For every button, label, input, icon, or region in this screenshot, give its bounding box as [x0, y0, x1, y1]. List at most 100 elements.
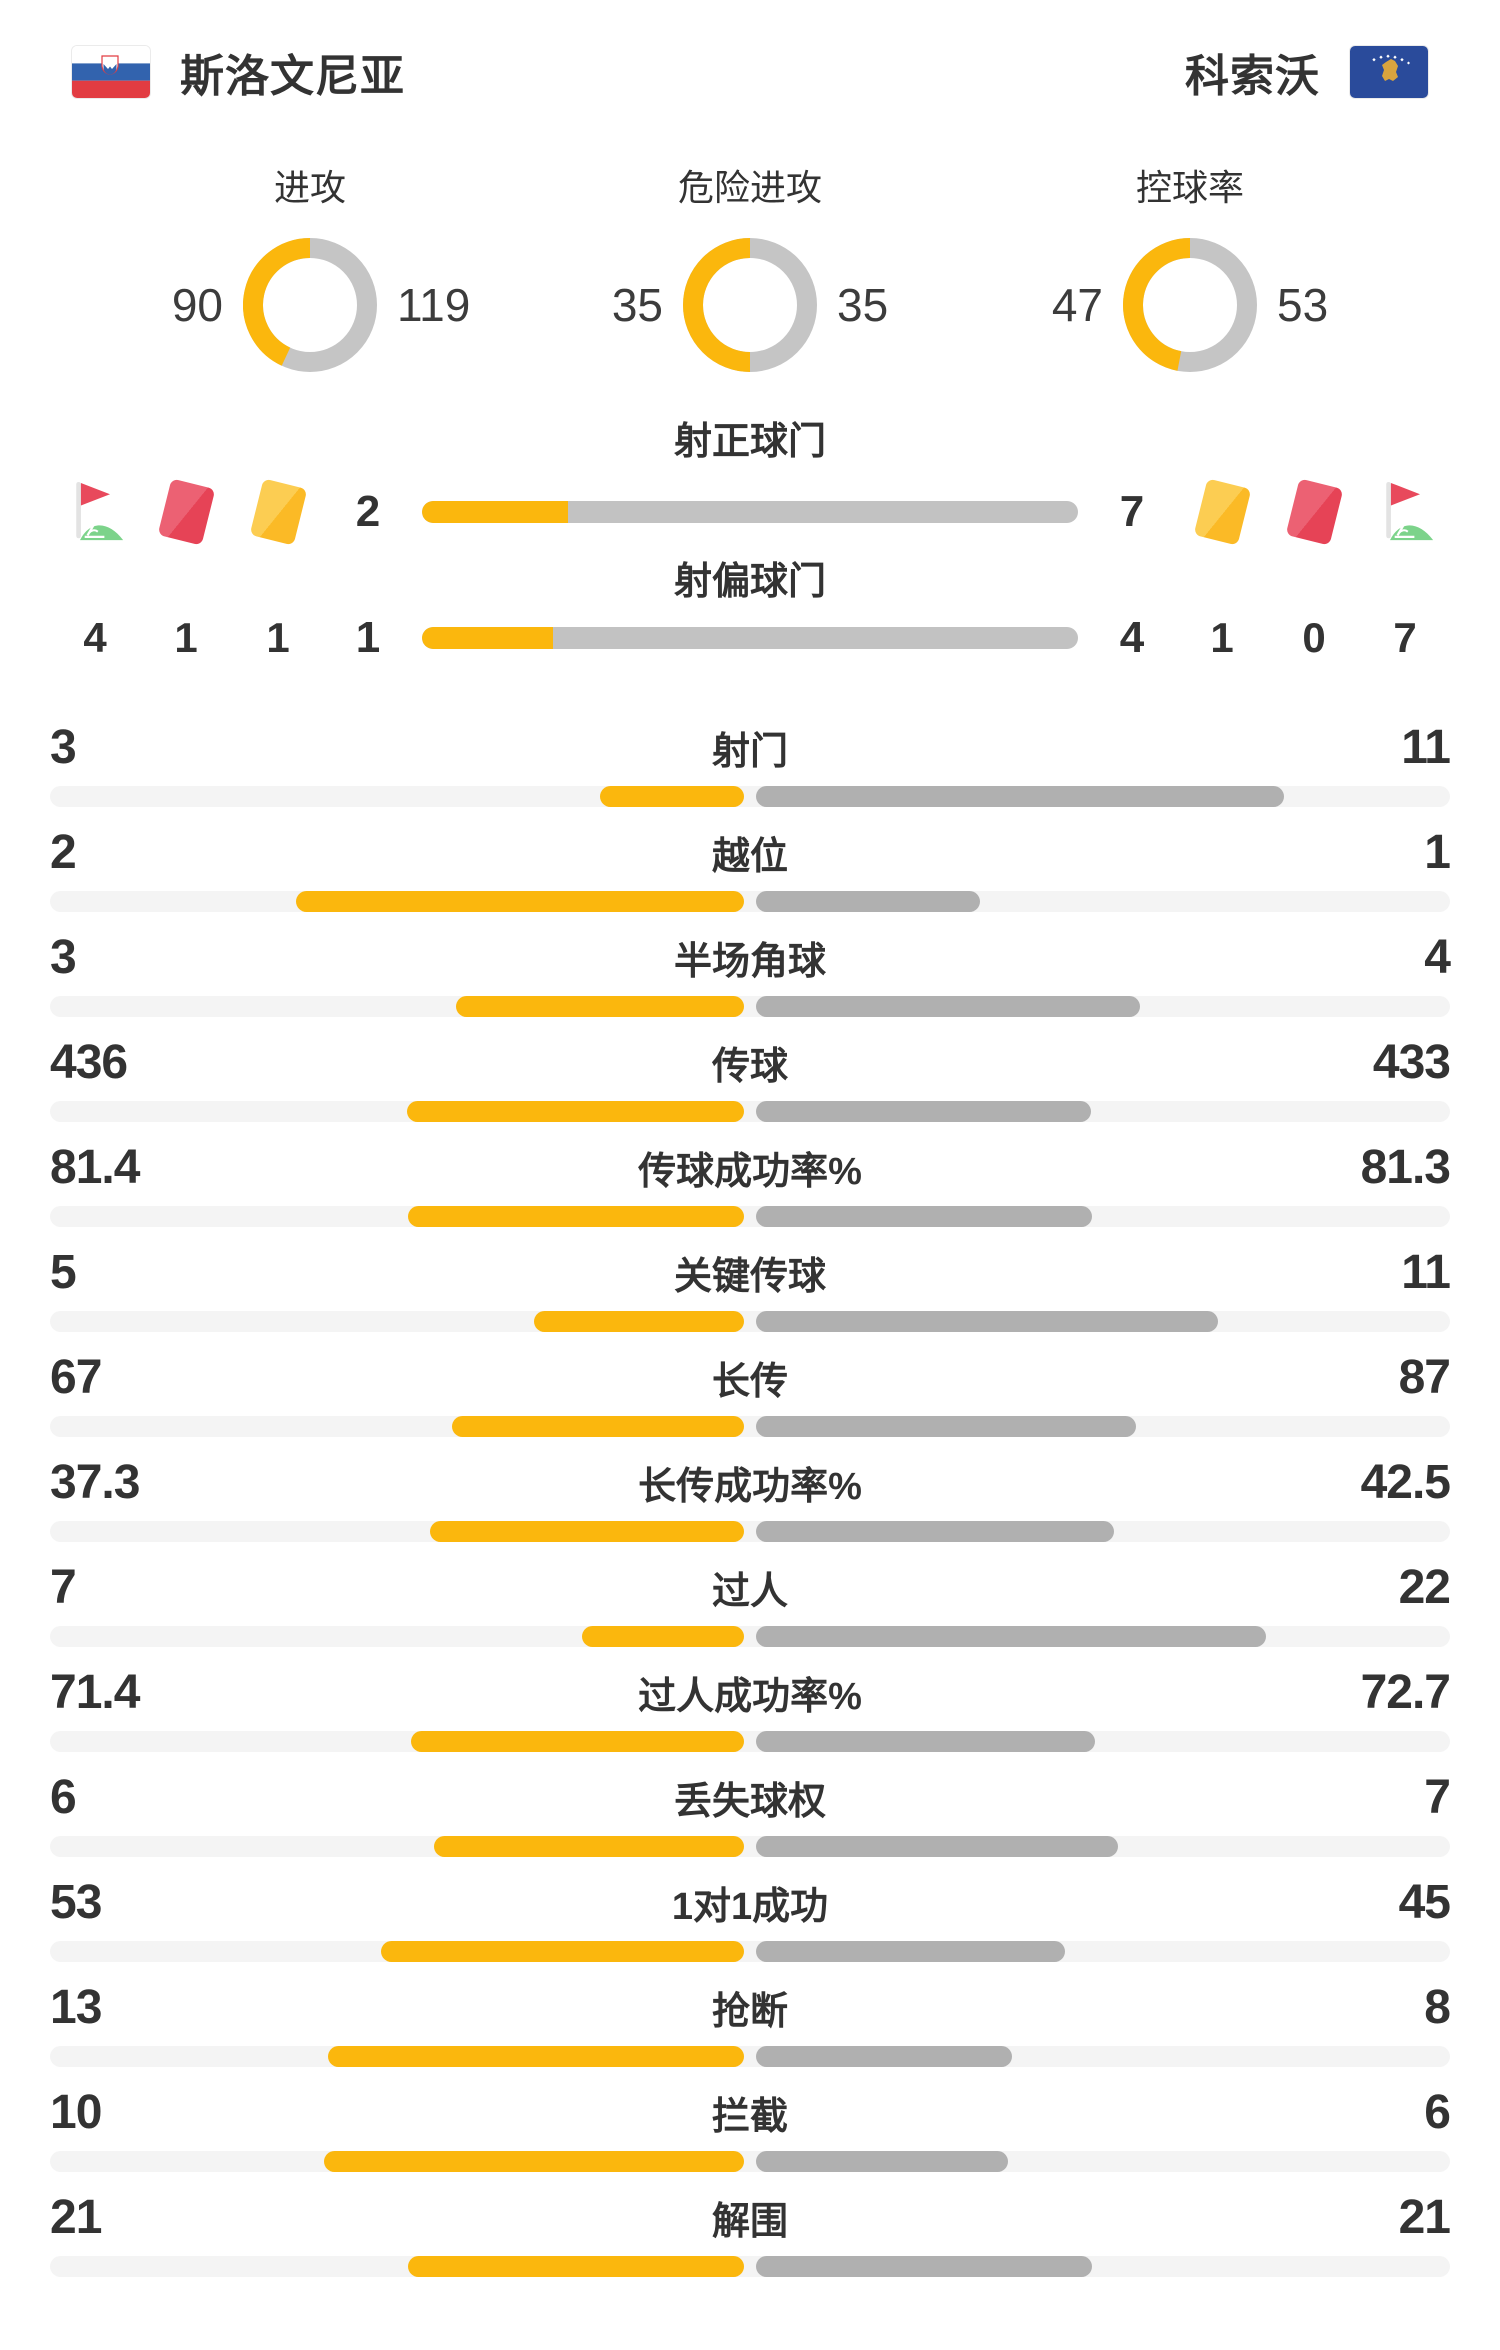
- home-team: 斯洛文尼亚: [72, 40, 405, 104]
- stat-label: 长传成功率%: [638, 1465, 862, 1508]
- stat-bar-home-fill: [451, 1416, 744, 1437]
- stat-bar-away-fill: [756, 996, 1141, 1017]
- match-stats-page: 斯洛文尼亚 科索沃: [0, 0, 1500, 2277]
- stat-bar-track: [50, 1311, 1450, 1332]
- shots-on-target-track: [422, 501, 1078, 523]
- stat-away-value: 1: [1424, 825, 1451, 879]
- stat-away-value: 7: [1424, 1770, 1451, 1824]
- stat-home-value: 67: [50, 1350, 102, 1404]
- shots-off-target-home-fill: [422, 627, 554, 649]
- stat-row: 3 半场角球 4: [0, 912, 1500, 1017]
- shots-off-target-title: 射偏球门: [673, 561, 826, 603]
- shots-off-target-track: [422, 627, 1078, 649]
- header: 斯洛文尼亚 科索沃: [0, 0, 1500, 104]
- stat-bar-home-fill: [411, 1731, 744, 1752]
- stat-bar-away-fill: [756, 2151, 1008, 2172]
- stat-label: 拦截: [711, 2095, 788, 2138]
- donut-chart: 控球率 47 53: [970, 166, 1410, 372]
- donut-ring-home-arc: [243, 238, 311, 366]
- stat-away-value: 433: [1372, 1035, 1451, 1089]
- stat-bar-away-fill: [756, 1836, 1118, 1857]
- donut-ring: [1123, 238, 1257, 372]
- stat-row: 7 过人 22: [0, 1542, 1500, 1647]
- stat-bar-track: [50, 1416, 1450, 1437]
- stat-bar-track: [50, 1836, 1450, 1857]
- stat-home-value: 436: [50, 1035, 128, 1089]
- stat-row: 2 越位 1: [0, 807, 1500, 912]
- stat-bar-away-fill: [756, 1626, 1266, 1647]
- stat-bar-home-fill: [456, 996, 744, 1017]
- stat-line: 53 1对1成功 45: [50, 1873, 1451, 1931]
- donut-chart-label: 危险进攻: [677, 167, 822, 208]
- stat-away-value: 22: [1398, 1560, 1451, 1614]
- stat-line: 71.4 过人成功率% 72.7: [50, 1663, 1451, 1721]
- stat-bar-track: [50, 2046, 1450, 2067]
- away-yellow-card-icon: [1176, 478, 1268, 546]
- stat-bar-home-fill: [581, 1626, 744, 1647]
- away-corner-flag-icon: [1360, 480, 1450, 544]
- stat-bar-track: [50, 2256, 1450, 2277]
- stat-bar-away-fill: [756, 1731, 1096, 1752]
- stat-bar-track: [50, 1206, 1450, 1227]
- shots-off-target-row: 4 1 1 1 4 1 0 7: [0, 604, 1500, 672]
- donut-chart-body: 47 53: [1011, 238, 1369, 372]
- stat-away-value: 11: [1401, 720, 1451, 774]
- stat-bar-track: [50, 1941, 1450, 1962]
- stat-home-value: 81.4: [50, 1140, 140, 1194]
- donut-home-value: 90: [171, 279, 223, 331]
- stat-row: 6 丢失球权 7: [0, 1752, 1500, 1857]
- stat-bar-home-fill: [408, 2256, 744, 2277]
- stats-list: 3 射门 11 2 越位 1 3 半场角球: [0, 702, 1500, 2277]
- stat-line: 2 越位 1: [50, 823, 1451, 881]
- stat-bar-home-fill: [328, 2046, 744, 2067]
- donut-chart-body: 35 35: [571, 238, 929, 372]
- stat-bar-track: [50, 1101, 1450, 1122]
- donut-ring: [243, 238, 377, 372]
- stat-line: 67 长传 87: [50, 1348, 1451, 1406]
- stat-bar-track: [50, 2151, 1450, 2172]
- donut-away-value: 119: [397, 279, 471, 331]
- stat-line: 436 传球 433: [50, 1033, 1451, 1091]
- shots-on-target-home-fill: [422, 501, 568, 523]
- stat-bar-home-fill: [324, 2151, 744, 2172]
- stat-row: 10 拦截 6: [0, 2067, 1500, 2172]
- stat-label: 抢断: [711, 1990, 788, 2033]
- slovenia-flag-icon: [72, 46, 150, 98]
- home-corners-count: 4: [83, 614, 107, 661]
- stat-row: 436 传球 433: [0, 1017, 1500, 1122]
- stat-bar-track: [50, 996, 1450, 1017]
- stat-bar-track: [50, 1731, 1450, 1752]
- stat-home-value: 5: [50, 1245, 77, 1299]
- stat-bar-home-fill: [534, 1311, 744, 1332]
- stat-bar-track: [50, 1521, 1450, 1542]
- donut-ring-home-arc: [683, 238, 751, 372]
- stat-away-value: 42.5: [1360, 1455, 1451, 1509]
- stat-home-value: 10: [50, 2085, 102, 2139]
- donut-ring-home-arc: [1123, 238, 1191, 371]
- stat-bar-away-fill: [756, 1101, 1091, 1122]
- stat-row: 21 解围 21: [0, 2172, 1500, 2277]
- stat-line: 5 关键传球 11: [50, 1243, 1451, 1301]
- away-red-cards-count: 0: [1302, 614, 1326, 661]
- stat-line: 6 丢失球权 7: [50, 1768, 1451, 1826]
- stat-row: 3 射门 11: [0, 702, 1500, 807]
- stat-label: 越位: [711, 835, 788, 878]
- donut-ring: [683, 238, 817, 372]
- stat-label: 过人: [711, 1570, 788, 1613]
- stat-row: 67 长传 87: [0, 1332, 1500, 1437]
- donut-away-value: 35: [837, 279, 889, 331]
- stat-home-value: 6: [50, 1770, 77, 1824]
- shots-off-target-home-value: 1: [355, 613, 381, 662]
- home-yellow-card-icon: [232, 478, 324, 546]
- shots-section: 射正球门 2 7: [0, 420, 1500, 672]
- stat-line: 37.3 长传成功率% 42.5: [50, 1453, 1451, 1511]
- donut-chart-label: 控球率: [1135, 167, 1244, 208]
- stat-away-value: 21: [1398, 2190, 1451, 2244]
- stat-bar-away-fill: [756, 2256, 1092, 2277]
- donut-away-value: 53: [1277, 279, 1329, 331]
- stat-bar-home-fill: [433, 1836, 744, 1857]
- home-yellow-cards-count: 1: [266, 614, 290, 661]
- stat-away-value: 6: [1424, 2085, 1451, 2139]
- stat-label: 过人成功率%: [638, 1675, 862, 1718]
- stat-label: 半场角球: [673, 940, 826, 983]
